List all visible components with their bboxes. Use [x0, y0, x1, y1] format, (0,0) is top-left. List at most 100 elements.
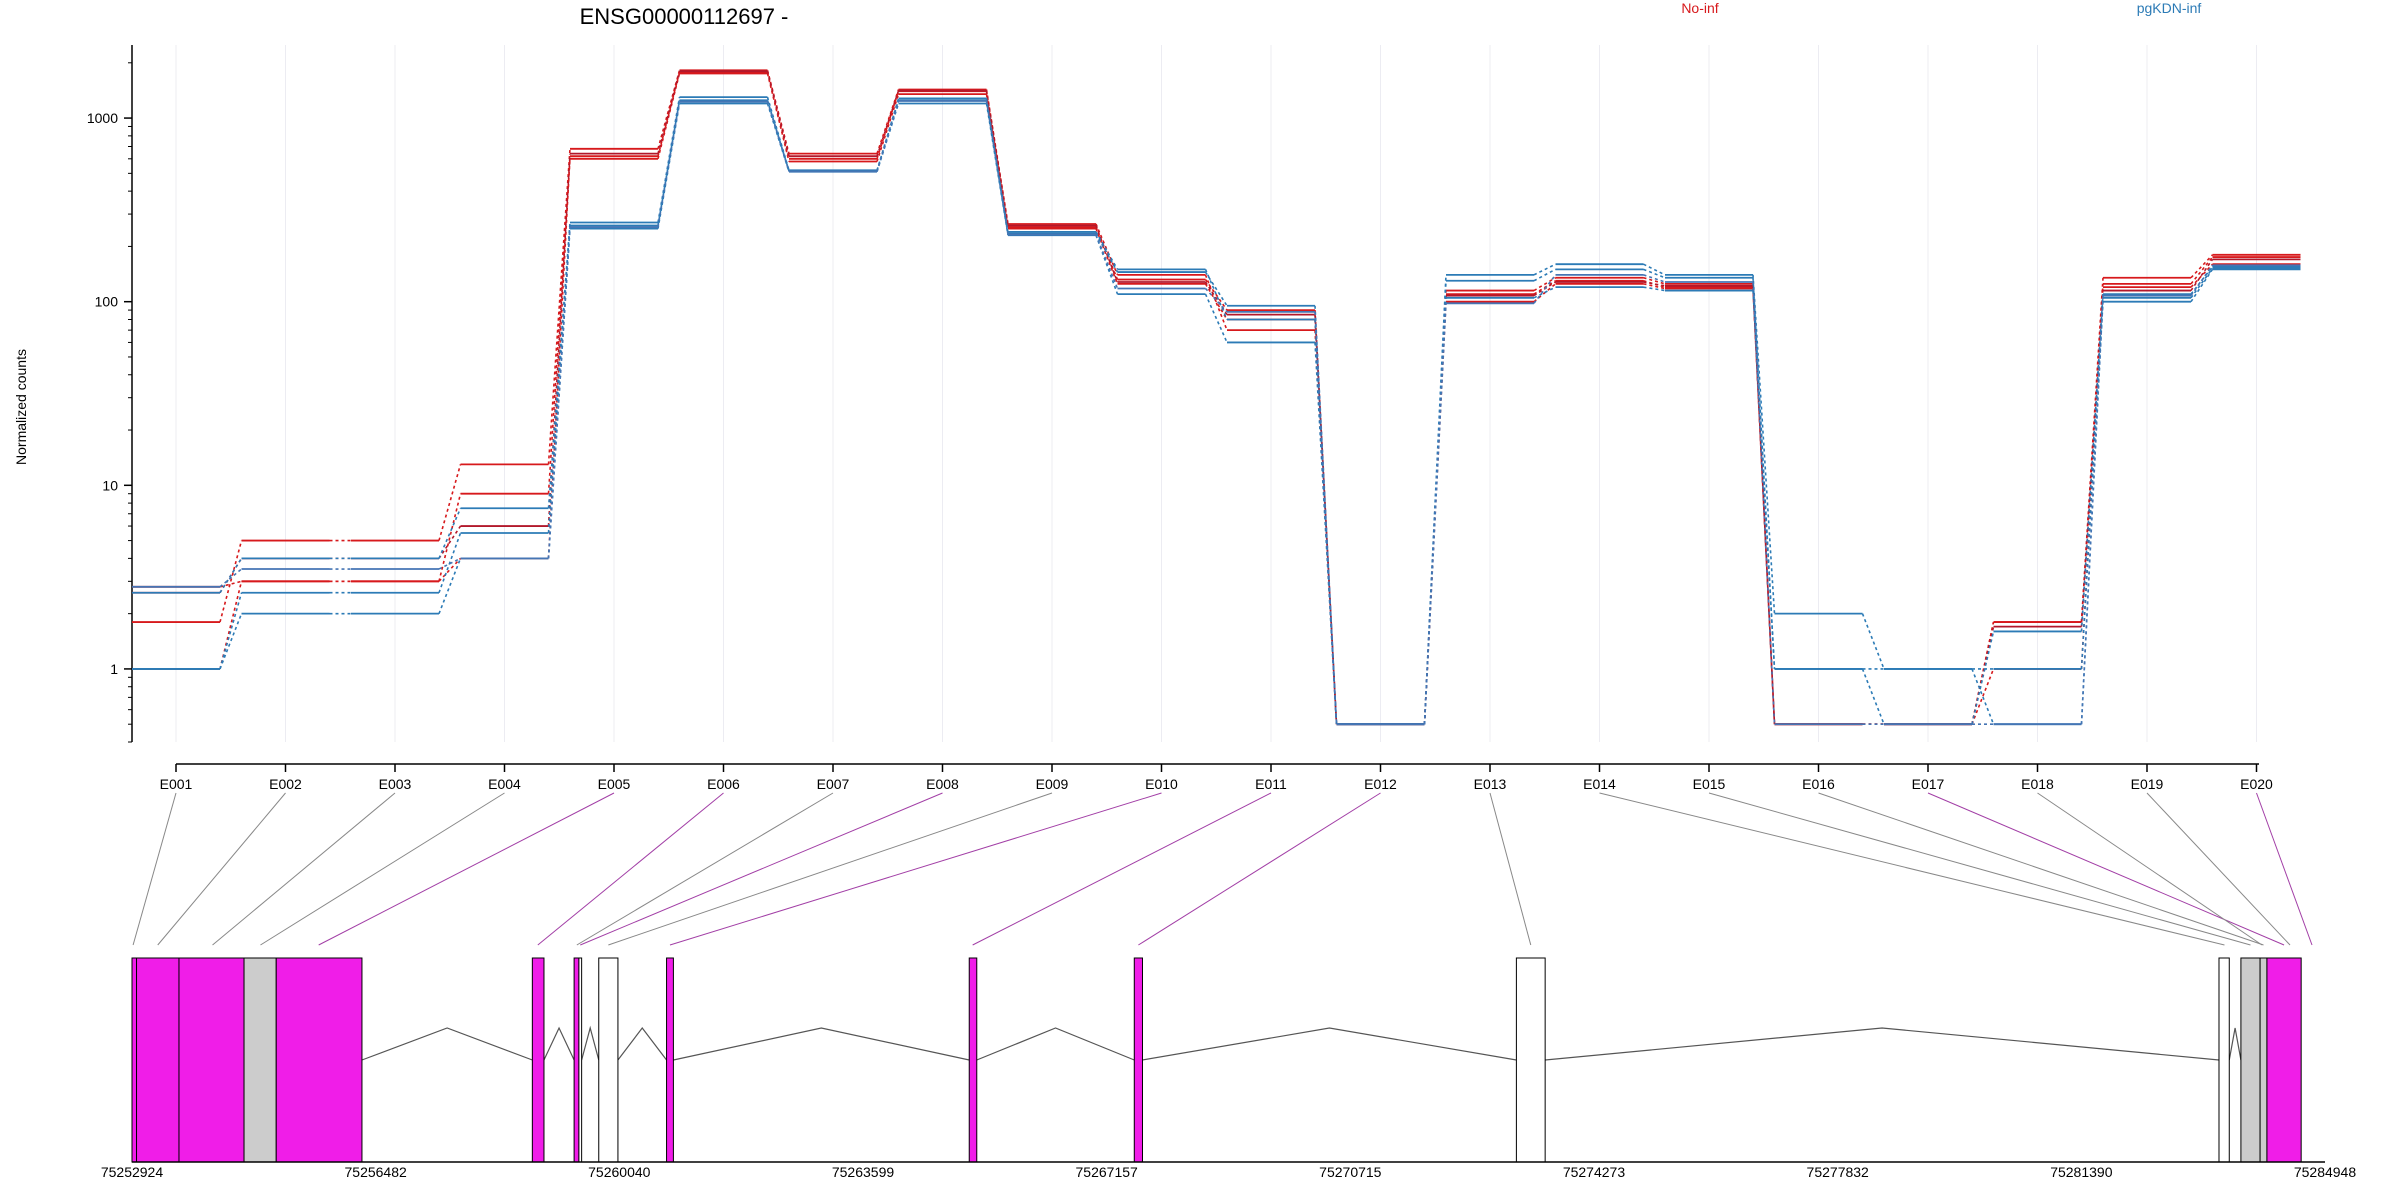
exon-block-11 — [968, 957, 978, 1163]
exon-block-8 — [578, 957, 583, 1163]
series-connector — [1752, 290, 1776, 669]
series-connector — [219, 557, 243, 594]
connector-e020 — [2256, 792, 2313, 946]
x-tick-label-e013: E013 — [1474, 776, 1507, 792]
series-connector — [2190, 258, 2214, 291]
genome-tick-label-75270715: 75270715 — [1319, 1164, 1382, 1180]
genome-tick-label-75281390: 75281390 — [2050, 1164, 2113, 1180]
exon-block-7 — [573, 957, 580, 1163]
series-no-inf-3 — [132, 70, 2301, 726]
series-connector — [1533, 263, 1556, 276]
series-connector — [1971, 668, 1995, 725]
x-tick-label-e017: E017 — [1912, 776, 1945, 792]
exon-block-16 — [2259, 957, 2268, 1163]
genome-tick-label-75256482: 75256482 — [345, 1164, 408, 1180]
x-tick-label-e004: E004 — [488, 776, 521, 792]
series-connector — [876, 93, 900, 162]
intron-line — [1142, 1027, 1517, 1061]
series-connector — [1643, 286, 1666, 292]
genome-tick-label-75267157: 75267157 — [1076, 1164, 1139, 1180]
y-tick-label-1000: 1000 — [87, 110, 118, 126]
series-connector — [219, 540, 243, 623]
series-connector — [985, 90, 1009, 226]
genome-tick-label-75277832: 75277832 — [1807, 1164, 1870, 1180]
series-connector — [1752, 281, 1776, 725]
series-connector — [1095, 228, 1119, 285]
y-tick-label-10: 10 — [102, 477, 118, 493]
series-connector — [219, 613, 243, 670]
series-connector — [1643, 280, 1666, 288]
x-tick-label-e005: E005 — [598, 776, 631, 792]
legend-label-no-inf: No-inf — [1681, 0, 1718, 16]
series-connector — [1971, 621, 1995, 725]
series-connector — [438, 507, 462, 559]
x-tick-label-e019: E019 — [2131, 776, 2164, 792]
series-connector — [1423, 303, 1447, 725]
series-connector — [1643, 281, 1666, 287]
series-connector — [1204, 287, 1228, 313]
series-connector — [766, 101, 790, 172]
series-connector — [1095, 225, 1119, 283]
series-connector — [1095, 234, 1119, 289]
series-connector — [1533, 283, 1557, 303]
connector-e003 — [212, 792, 396, 946]
genome-tick-label-75252924: 75252924 — [101, 1164, 164, 1180]
series-connector — [1204, 279, 1228, 311]
series-connector — [1095, 231, 1119, 270]
x-tick-label-e016: E016 — [1802, 776, 1835, 792]
series-connector — [2080, 295, 2104, 725]
series-connector — [2190, 254, 2214, 279]
intron-line — [543, 1026, 575, 1061]
x-tick-label-e006: E006 — [707, 776, 740, 792]
connector-e015 — [1708, 792, 2251, 946]
genome-tick-label-75263599: 75263599 — [832, 1164, 895, 1180]
x-tick-label-e009: E009 — [1036, 776, 1069, 792]
series-connector — [438, 525, 462, 559]
y-tick-label-100: 100 — [95, 294, 119, 310]
y-axis-label: Normalized counts — [13, 349, 29, 465]
genome-tick-label-75260040: 75260040 — [588, 1164, 651, 1180]
exon-block-4 — [243, 957, 277, 1163]
x-tick-label-e014: E014 — [1583, 776, 1616, 792]
series-connector — [1204, 281, 1228, 316]
series-connector — [1314, 311, 1338, 725]
series-connector — [876, 100, 900, 172]
x-tick-label-e012: E012 — [1364, 776, 1397, 792]
series-connector — [1423, 295, 1447, 725]
y-tick-label-1: 1 — [110, 661, 118, 677]
connector-e008 — [580, 792, 943, 946]
chart-title: ENSG00000112697 - — [580, 4, 789, 29]
series-connector — [2190, 268, 2214, 303]
series-connector — [657, 70, 681, 154]
series-connector — [1204, 283, 1228, 320]
x-tick-label-e018: E018 — [2021, 776, 2054, 792]
gene-model: 75252924 75256482 75260040 75263599 75267157… — [101, 957, 2356, 1180]
connector-e001 — [132, 792, 177, 946]
exon-block-5 — [275, 957, 363, 1163]
series-connector — [2190, 267, 2214, 299]
x-tick-label-e002: E002 — [269, 776, 302, 792]
series-connector — [985, 100, 1009, 235]
genome-tick-label-75274273: 75274273 — [1563, 1164, 1626, 1180]
intron-line — [361, 1027, 533, 1061]
exon-block-10 — [666, 957, 674, 1163]
series-connector — [2190, 264, 2214, 297]
series-connector — [1095, 233, 1119, 273]
exon-block-14 — [2218, 957, 2230, 1163]
series-connector — [1971, 631, 1995, 725]
x-tick-label-e011: E011 — [1255, 776, 1287, 792]
x-tick-label-e008: E008 — [926, 776, 959, 792]
exon-block-1 — [131, 957, 138, 1163]
series-pgkdn-inf-6 — [132, 97, 2301, 726]
connector-e009 — [608, 792, 1053, 946]
x-tick-label-e020: E020 — [2240, 776, 2273, 792]
series-connector — [438, 557, 462, 582]
exon-block-9 — [598, 957, 619, 1163]
x-tick-label-e015: E015 — [1693, 776, 1726, 792]
connector-e006 — [537, 792, 724, 946]
connector-e012 — [1138, 792, 1381, 946]
intron-line — [2228, 1027, 2242, 1061]
series-connector — [1204, 274, 1228, 331]
